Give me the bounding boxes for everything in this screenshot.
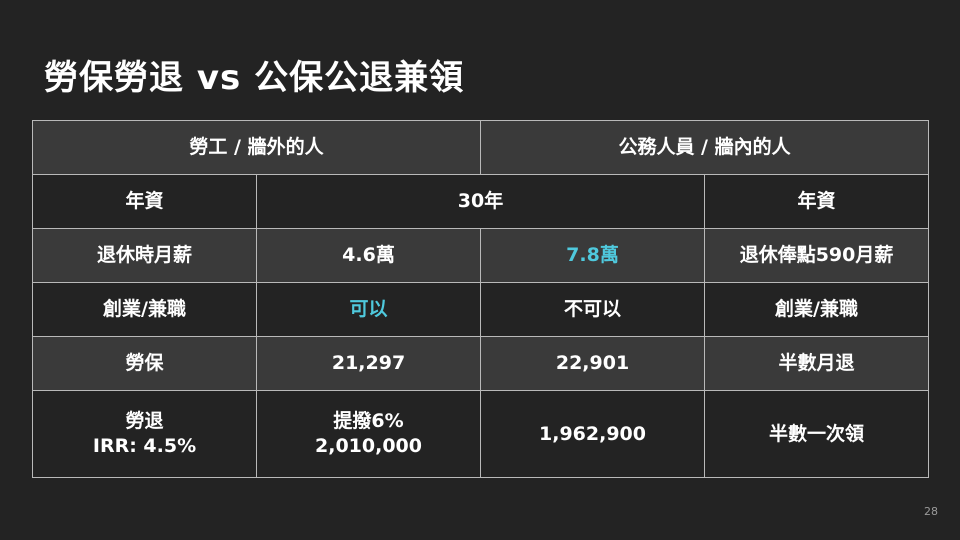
table-row-seniority: 年資 30年 年資 <box>32 174 930 229</box>
page-number: 28 <box>924 505 938 518</box>
side-job-label-right: 創業/兼職 <box>704 282 930 337</box>
insurance-label: 勞保 <box>32 336 257 391</box>
side-job-labor: 可以 <box>255 282 482 337</box>
header-labor: 勞工 / 牆外的人 <box>31 120 482 175</box>
insurance-civil: 22,901 <box>480 336 706 391</box>
salary-labor: 4.6萬 <box>255 228 482 283</box>
pension-label-cell: 勞退 IRR: 4.5% <box>32 390 257 478</box>
pension-labor-amount: 2,010,000 <box>315 435 422 457</box>
slide-title: 勞保勞退 vs 公保公退兼領 <box>44 58 465 98</box>
seniority-label-left: 年資 <box>32 174 257 229</box>
salary-civil: 7.8萬 <box>480 228 706 283</box>
pension-labor-cell: 提撥6% 2,010,000 <box>255 390 482 478</box>
pension-irr: IRR: 4.5% <box>92 435 197 457</box>
header-civil-servant: 公務人員 / 牆內的人 <box>480 120 930 175</box>
table-row-side-job: 創業/兼職 可以 不可以 創業/兼職 <box>32 282 930 337</box>
pension-labor-rate: 提撥6% <box>333 410 404 432</box>
table-row-salary: 退休時月薪 4.6萬 7.8萬 退休俸點590月薪 <box>32 228 930 283</box>
side-job-civil: 不可以 <box>480 282 706 337</box>
insurance-labor: 21,297 <box>255 336 482 391</box>
comparison-table: 勞工 / 牆外的人 公務人員 / 牆內的人 年資 30年 年資 退休時月薪 4.… <box>31 120 930 478</box>
seniority-value: 30年 <box>255 174 706 229</box>
insurance-label-right: 半數月退 <box>704 336 930 391</box>
seniority-label-right: 年資 <box>704 174 930 229</box>
pension-label: 勞退 <box>125 410 164 432</box>
table-row-pension: 勞退 IRR: 4.5% 提撥6% 2,010,000 1,962,900 半數… <box>32 390 930 478</box>
salary-label-right: 退休俸點590月薪 <box>704 228 930 283</box>
table-row-header: 勞工 / 牆外的人 公務人員 / 牆內的人 <box>31 120 930 175</box>
salary-label: 退休時月薪 <box>32 228 257 283</box>
pension-civil: 1,962,900 <box>480 390 706 478</box>
table-row-insurance: 勞保 21,297 22,901 半數月退 <box>32 336 930 391</box>
side-job-label: 創業/兼職 <box>32 282 257 337</box>
pension-label-right: 半數一次領 <box>704 390 930 478</box>
